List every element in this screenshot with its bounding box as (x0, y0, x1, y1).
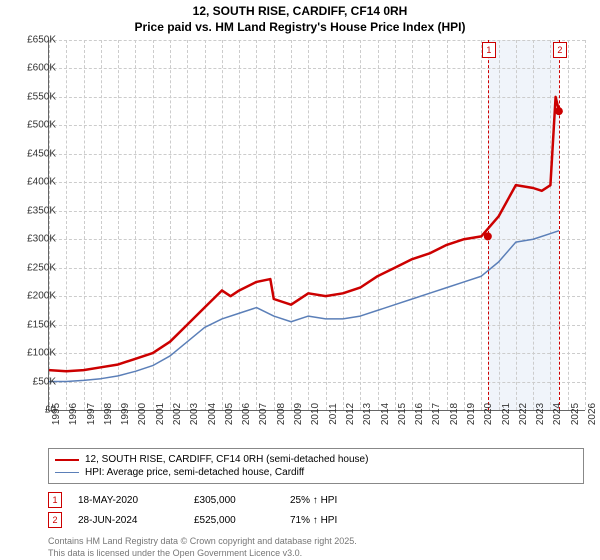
x-axis-label: 2012 (345, 403, 356, 425)
legend-box: 12, SOUTH RISE, CARDIFF, CF14 0RH (semi-… (48, 448, 584, 484)
x-axis-label: 2025 (570, 403, 581, 425)
legend-item: 12, SOUTH RISE, CARDIFF, CF14 0RH (semi-… (55, 453, 577, 466)
y-axis-label: £400K (12, 177, 60, 188)
title-line2: Price paid vs. HM Land Registry's House … (0, 20, 600, 36)
y-axis-label: £450K (12, 148, 60, 159)
x-axis-label: 2022 (518, 403, 529, 425)
x-axis-label: 2014 (380, 403, 391, 425)
legend-and-footer: 12, SOUTH RISE, CARDIFF, CF14 0RH (semi-… (48, 448, 584, 559)
y-axis-label: £500K (12, 120, 60, 131)
y-axis-label: £350K (12, 205, 60, 216)
x-axis-label: 1998 (103, 403, 114, 425)
x-axis-label: 1999 (120, 403, 131, 425)
x-axis-label: 2023 (535, 403, 546, 425)
x-axis-label: 2008 (276, 403, 287, 425)
x-axis-label: 2011 (328, 403, 339, 425)
y-axis-label: £150K (12, 319, 60, 330)
x-axis-label: 2016 (414, 403, 425, 425)
chart-container: 12, SOUTH RISE, CARDIFF, CF14 0RH Price … (0, 0, 600, 560)
y-axis-label: £550K (12, 91, 60, 102)
x-axis-label: 2021 (501, 403, 512, 425)
x-axis-label: 2002 (172, 403, 183, 425)
x-axis-label: 2003 (189, 403, 200, 425)
x-axis-label: 2001 (155, 403, 166, 425)
event-marker-box: 1 (482, 42, 496, 58)
y-axis-label: £50K (12, 376, 60, 387)
y-axis-label: £250K (12, 262, 60, 273)
x-axis-label: 2020 (483, 403, 494, 425)
x-axis-label: 2007 (258, 403, 269, 425)
event-list: 118-MAY-2020£305,00025% ↑ HPI228-JUN-202… (48, 490, 584, 530)
x-axis-label: 2010 (310, 403, 321, 425)
y-axis-label: £200K (12, 291, 60, 302)
x-axis-label: 2017 (431, 403, 442, 425)
chart-title: 12, SOUTH RISE, CARDIFF, CF14 0RH Price … (0, 0, 600, 35)
x-axis-label: 2024 (552, 403, 563, 425)
line-series (49, 40, 585, 410)
x-axis-label: 1996 (68, 403, 79, 425)
x-axis-label: 2000 (137, 403, 148, 425)
x-axis-label: 2006 (241, 403, 252, 425)
event-row: 118-MAY-2020£305,00025% ↑ HPI (48, 490, 584, 510)
plot-area: 12 (48, 40, 585, 411)
x-axis-label: 2015 (397, 403, 408, 425)
x-axis-label: 2009 (293, 403, 304, 425)
title-line1: 12, SOUTH RISE, CARDIFF, CF14 0RH (0, 4, 600, 20)
y-axis-label: £100K (12, 348, 60, 359)
footer-line2: This data is licensed under the Open Gov… (48, 548, 584, 560)
x-axis-label: 1997 (86, 403, 97, 425)
x-axis-label: 2018 (449, 403, 460, 425)
x-axis-label: 2013 (362, 403, 373, 425)
y-axis-label: £650K (12, 35, 60, 46)
y-axis-label: £600K (12, 63, 60, 74)
event-marker-box: 2 (553, 42, 567, 58)
x-axis-label: 2004 (207, 403, 218, 425)
x-axis-label: 2019 (466, 403, 477, 425)
footer-text: Contains HM Land Registry data © Crown c… (48, 536, 584, 559)
legend-item: HPI: Average price, semi-detached house,… (55, 466, 577, 479)
y-axis-label: £300K (12, 234, 60, 245)
x-axis-label: 2026 (587, 403, 598, 425)
x-axis-label: 1995 (51, 403, 62, 425)
x-axis-label: 2005 (224, 403, 235, 425)
footer-line1: Contains HM Land Registry data © Crown c… (48, 536, 584, 548)
event-row: 228-JUN-2024£525,00071% ↑ HPI (48, 510, 584, 530)
